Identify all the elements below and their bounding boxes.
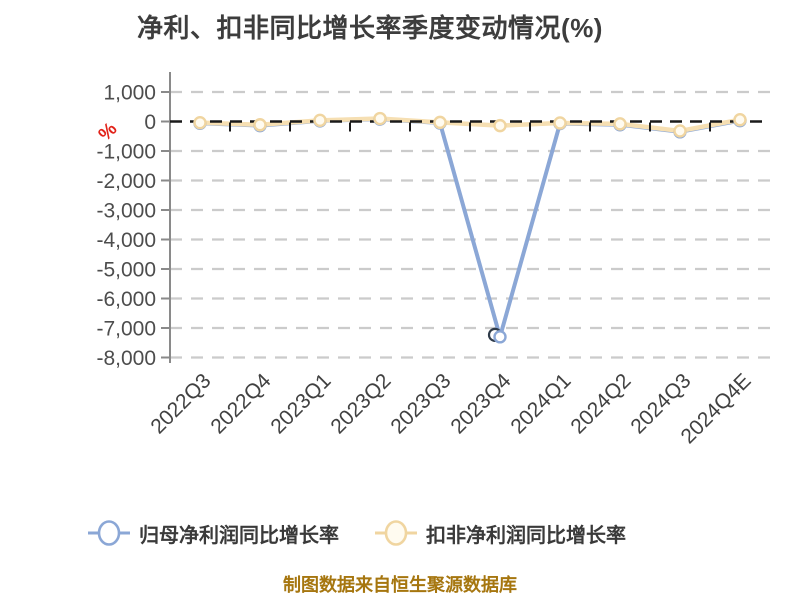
svg-text:2023Q2: 2023Q2: [326, 369, 395, 438]
svg-text:0: 0: [144, 111, 156, 134]
data-point-non-recurring-profit[interactable]: [733, 113, 747, 127]
svg-text:2023Q4: 2023Q4: [446, 369, 515, 438]
legend-label-non-recurring-profit: 扣非净利润同比增长率: [426, 524, 626, 547]
x-axis-ticks: [229, 122, 711, 132]
data-point-non-recurring-profit[interactable]: [193, 115, 207, 130]
data-point-non-recurring-profit[interactable]: [253, 118, 267, 132]
data-point-non-recurring-profit[interactable]: [613, 117, 627, 131]
svg-text:-8,000: -8,000: [96, 347, 156, 370]
x-axis-labels: 2022Q32022Q42023Q12023Q22023Q32023Q42024…: [146, 369, 755, 448]
svg-text:-1,000: -1,000: [96, 141, 156, 164]
svg-text:-4,000: -4,000: [96, 229, 156, 252]
data-point-parent-net-profit[interactable]: [493, 330, 507, 344]
data-point-non-recurring-profit[interactable]: [313, 113, 327, 128]
svg-text:-5,000: -5,000: [96, 259, 156, 282]
data-point-non-recurring-profit[interactable]: [433, 115, 447, 130]
chart-title: 净利、扣非同比增长率季度变动情况(%): [137, 13, 603, 43]
svg-text:-7,000: -7,000: [96, 318, 156, 341]
svg-text:-3,000: -3,000: [96, 200, 156, 223]
legend-label-parent-net-profit: 归母净利润同比增长率: [139, 524, 339, 547]
data-point-non-recurring-profit[interactable]: [373, 111, 387, 126]
svg-text:2023Q1: 2023Q1: [266, 369, 335, 438]
blue-line-marker-icon: [88, 520, 130, 546]
svg-text:-6,000: -6,000: [96, 288, 156, 311]
cream-line-marker-icon: [375, 520, 417, 546]
svg-text:2024Q1: 2024Q1: [506, 369, 575, 438]
svg-text:2022Q3: 2022Q3: [146, 369, 215, 438]
data-point-non-recurring-profit[interactable]: [673, 124, 687, 138]
y-gridlines: [170, 90, 770, 359]
data-source-note: 制图数据来自恒生聚源数据库: [283, 575, 517, 595]
svg-text:-2,000: -2,000: [96, 170, 156, 193]
y-axis: [161, 72, 171, 363]
svg-text:2022Q4: 2022Q4: [206, 369, 275, 438]
svg-text:1,000: 1,000: [103, 82, 156, 105]
svg-text:2024Q2: 2024Q2: [566, 369, 635, 438]
svg-text:2023Q3: 2023Q3: [386, 369, 455, 438]
y-axis-labels: 1,000 0 -1,000 -2,000 -3,000 -4,000 -5,000 -6,0…: [96, 82, 156, 371]
data-point-non-recurring-profit[interactable]: [493, 118, 507, 133]
legend-item-parent-net-profit[interactable]: 归母净利润同比增长率: [86, 518, 339, 548]
data-point-non-recurring-profit[interactable]: [553, 116, 567, 130]
legend: 归母净利润同比增长率 扣非净利润同比增长率: [0, 518, 712, 548]
legend-item-non-recurring-profit[interactable]: 扣非净利润同比增长率: [373, 518, 626, 548]
